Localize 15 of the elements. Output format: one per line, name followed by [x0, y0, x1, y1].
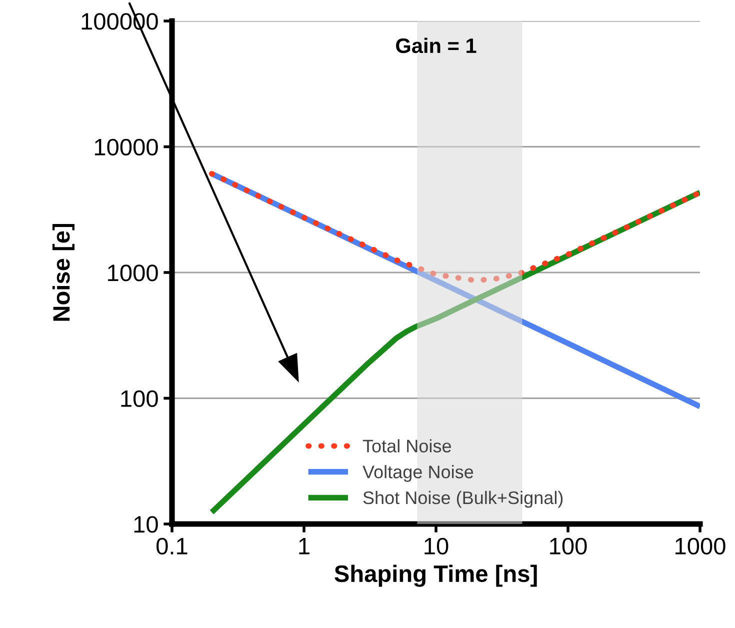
legend-label: Shot Noise (Bulk+Signal) [363, 490, 563, 508]
x-axis-title: Shaping Time [ns] [334, 564, 537, 587]
x-tick-label: 10 [424, 538, 448, 555]
y-tick-label: 10000 [94, 138, 158, 156]
y-tick-label: 100 [121, 390, 158, 408]
x-tick-label: 1 [299, 538, 310, 554]
x-tick-label: 100 [550, 538, 587, 555]
x-tick-label: 0.1 [156, 538, 188, 555]
x-tick-label: 1000 [676, 538, 726, 555]
y-tick-label: 1000 [108, 264, 158, 282]
legend-label: Voltage Noise [362, 465, 474, 482]
legend-label: Total Noise [362, 439, 451, 452]
y-axis-title: Noise [e] [52, 224, 74, 321]
text: Gain = 1 [396, 38, 476, 54]
y-tick-label: 10 [134, 516, 158, 533]
